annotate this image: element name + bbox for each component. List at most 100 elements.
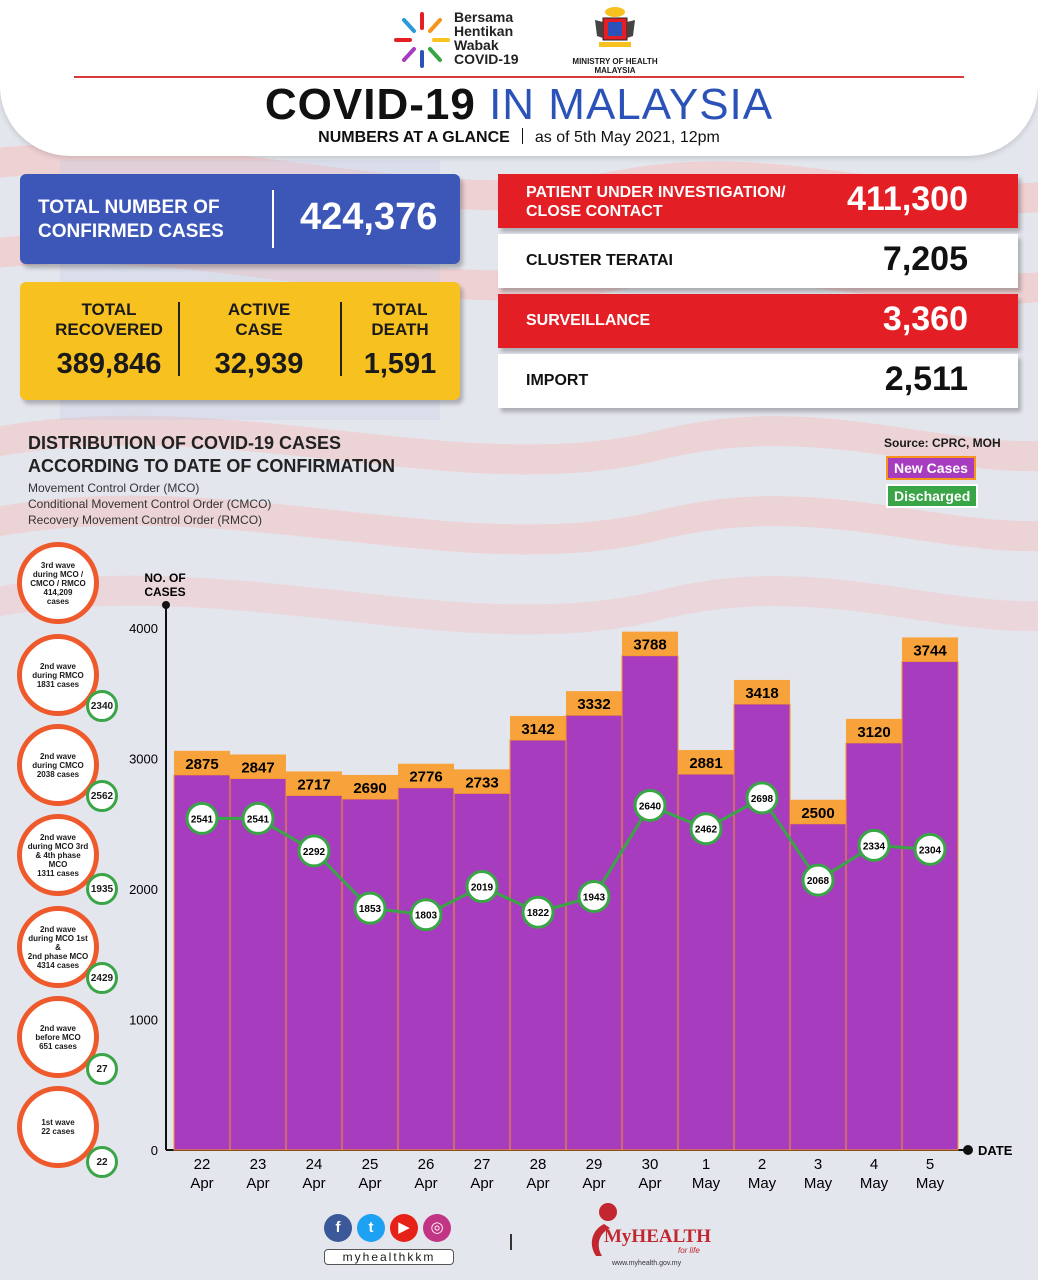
discharged-point-label: 2304 bbox=[919, 845, 942, 856]
discharged-point-label: 1853 bbox=[359, 904, 382, 915]
bar-value-label: 2733 bbox=[465, 774, 498, 791]
twitter-icon[interactable]: t bbox=[357, 1214, 385, 1242]
x-tick-label: Apr bbox=[470, 1175, 493, 1192]
discharged-point bbox=[185, 801, 219, 835]
y-tick-label: 1000 bbox=[129, 1013, 158, 1028]
legend-discharged: Discharged bbox=[886, 484, 979, 508]
x-tick-label: 29 bbox=[586, 1156, 603, 1173]
bar-value-box bbox=[454, 769, 510, 794]
total-confirmed-card: TOTAL NUMBER OF CONFIRMED CASES 424,376 bbox=[20, 174, 460, 264]
discharged-point-label: 2334 bbox=[863, 841, 886, 852]
new-cases-bar bbox=[733, 703, 791, 1151]
bar-value-label: 2875 bbox=[185, 756, 218, 773]
y-tick-label: 4000 bbox=[129, 621, 158, 636]
discharged-point-label: 2292 bbox=[303, 847, 326, 858]
bar-value-box bbox=[678, 750, 734, 775]
x-axis-cap bbox=[963, 1145, 973, 1155]
new-cases-bar bbox=[341, 798, 399, 1151]
new-cases-bar bbox=[173, 774, 231, 1151]
bar-value-box bbox=[286, 771, 342, 796]
x-tick-label: May bbox=[916, 1175, 945, 1192]
y-tick-label: 3000 bbox=[129, 752, 158, 767]
bar-value-label: 2717 bbox=[297, 776, 330, 793]
x-axis-label: DATE bbox=[978, 1143, 1013, 1158]
y-tick-label: 0 bbox=[151, 1143, 158, 1158]
ministry-logo: MINISTRY OF HEALTH MALAYSIA bbox=[560, 6, 670, 76]
bar-value-label: 3744 bbox=[913, 642, 947, 659]
category-value: 3,360 bbox=[882, 300, 968, 338]
discharged-point bbox=[745, 781, 779, 815]
bar-value-label: 3120 bbox=[857, 724, 890, 741]
discharged-point-label: 2462 bbox=[695, 825, 718, 836]
bar-value-box bbox=[902, 637, 958, 662]
campaign-text: Bersama Hentikan Wabak COVID-19 bbox=[454, 9, 519, 67]
bar-value-box bbox=[734, 679, 790, 704]
category-card-import: IMPORT 2,511 bbox=[498, 354, 1018, 408]
x-tick-label: May bbox=[860, 1175, 889, 1192]
chart-notes: Movement Control Order (MCO) Conditional… bbox=[28, 481, 272, 527]
x-tick-label: 25 bbox=[362, 1156, 379, 1173]
facebook-icon[interactable]: f bbox=[324, 1214, 352, 1242]
footer-divider bbox=[510, 1234, 512, 1250]
x-tick-label: Apr bbox=[582, 1175, 605, 1192]
discharged-point bbox=[409, 898, 443, 932]
recovered-stat: TOTAL RECOVERED 389,846 bbox=[34, 300, 184, 381]
instagram-icon[interactable]: ◎ bbox=[423, 1214, 451, 1242]
bar-value-box bbox=[510, 715, 566, 740]
bar-value-box bbox=[790, 799, 846, 824]
bar-value-box bbox=[622, 631, 678, 656]
x-tick-label: Apr bbox=[358, 1175, 381, 1192]
coat-of-arms-icon bbox=[595, 7, 635, 47]
discharged-point-label: 1803 bbox=[415, 911, 438, 922]
x-tick-label: Apr bbox=[302, 1175, 325, 1192]
x-tick-label: May bbox=[692, 1175, 721, 1192]
total-confirmed-label: TOTAL NUMBER OF CONFIRMED CASES bbox=[38, 197, 224, 242]
discharged-point bbox=[913, 832, 947, 866]
wave-circle: 3rd wave during MCO / CMCO / RMCO 414,20… bbox=[17, 542, 99, 624]
recovered-value: 389,846 bbox=[56, 348, 162, 380]
wave-circle: 2nd wave before MCO 651 cases bbox=[17, 996, 99, 1078]
bar-value-label: 3418 bbox=[745, 685, 778, 702]
header-divider bbox=[74, 76, 964, 78]
x-tick-label: 27 bbox=[474, 1156, 491, 1173]
myhealth-logo: MyHEALTH for life www.myhealth.gov.my bbox=[582, 1200, 722, 1274]
social-icons: f t ▶ ◎ bbox=[324, 1214, 456, 1242]
category-value: 7,205 bbox=[882, 240, 968, 278]
chart-source: Source: CPRC, MOH bbox=[884, 436, 1001, 450]
category-card-cluster: CLUSTER TERATAI 7,205 bbox=[498, 234, 1018, 288]
bar-value-box bbox=[174, 750, 230, 775]
wave-discharged-badge: 2429 bbox=[86, 962, 118, 994]
wave-circle: 2nd wave during MCO 3rd & 4th phase MCO … bbox=[17, 814, 99, 896]
new-cases-bar bbox=[621, 655, 679, 1151]
x-tick-label: 5 bbox=[926, 1156, 934, 1173]
discharged-point bbox=[353, 891, 387, 925]
youtube-icon[interactable]: ▶ bbox=[390, 1214, 418, 1242]
discharged-point-label: 2698 bbox=[751, 794, 774, 805]
x-tick-label: Apr bbox=[190, 1175, 213, 1192]
page-title: COVID-19 IN MALAYSIA bbox=[264, 80, 774, 129]
discharged-point-label: 2068 bbox=[807, 876, 830, 887]
wave-discharged-badge: 27 bbox=[86, 1053, 118, 1085]
y-tick-label: 2000 bbox=[129, 882, 158, 897]
campaign-logo-icon bbox=[394, 12, 450, 68]
x-tick-label: 30 bbox=[642, 1156, 659, 1173]
page-subtitle: NUMBERS AT A GLANCE as of 5th May 2021, 1… bbox=[318, 128, 720, 146]
discharged-point-label: 2019 bbox=[471, 883, 494, 894]
ministry-line: MINISTRY OF HEALTH bbox=[572, 57, 658, 66]
bar-value-label: 3788 bbox=[633, 637, 666, 654]
wave-discharged-badge: 22 bbox=[86, 1146, 118, 1178]
new-cases-bar bbox=[901, 660, 959, 1151]
bar-value-label: 3332 bbox=[577, 696, 610, 713]
discharged-point-label: 2640 bbox=[639, 801, 662, 812]
bar-value-box bbox=[342, 774, 398, 799]
x-tick-label: 4 bbox=[870, 1156, 878, 1173]
outcome-card: TOTAL RECOVERED 389,846 ACTIVE CASE 32,939… bbox=[20, 282, 460, 400]
bar-value-label: 2881 bbox=[689, 755, 722, 772]
new-cases-bar bbox=[453, 792, 511, 1151]
active-value: 32,939 bbox=[214, 348, 304, 380]
bar-value-box bbox=[398, 763, 454, 788]
category-value: 411,300 bbox=[846, 180, 968, 218]
discharged-point bbox=[297, 834, 331, 868]
total-confirmed-value: 424,376 bbox=[300, 196, 438, 238]
